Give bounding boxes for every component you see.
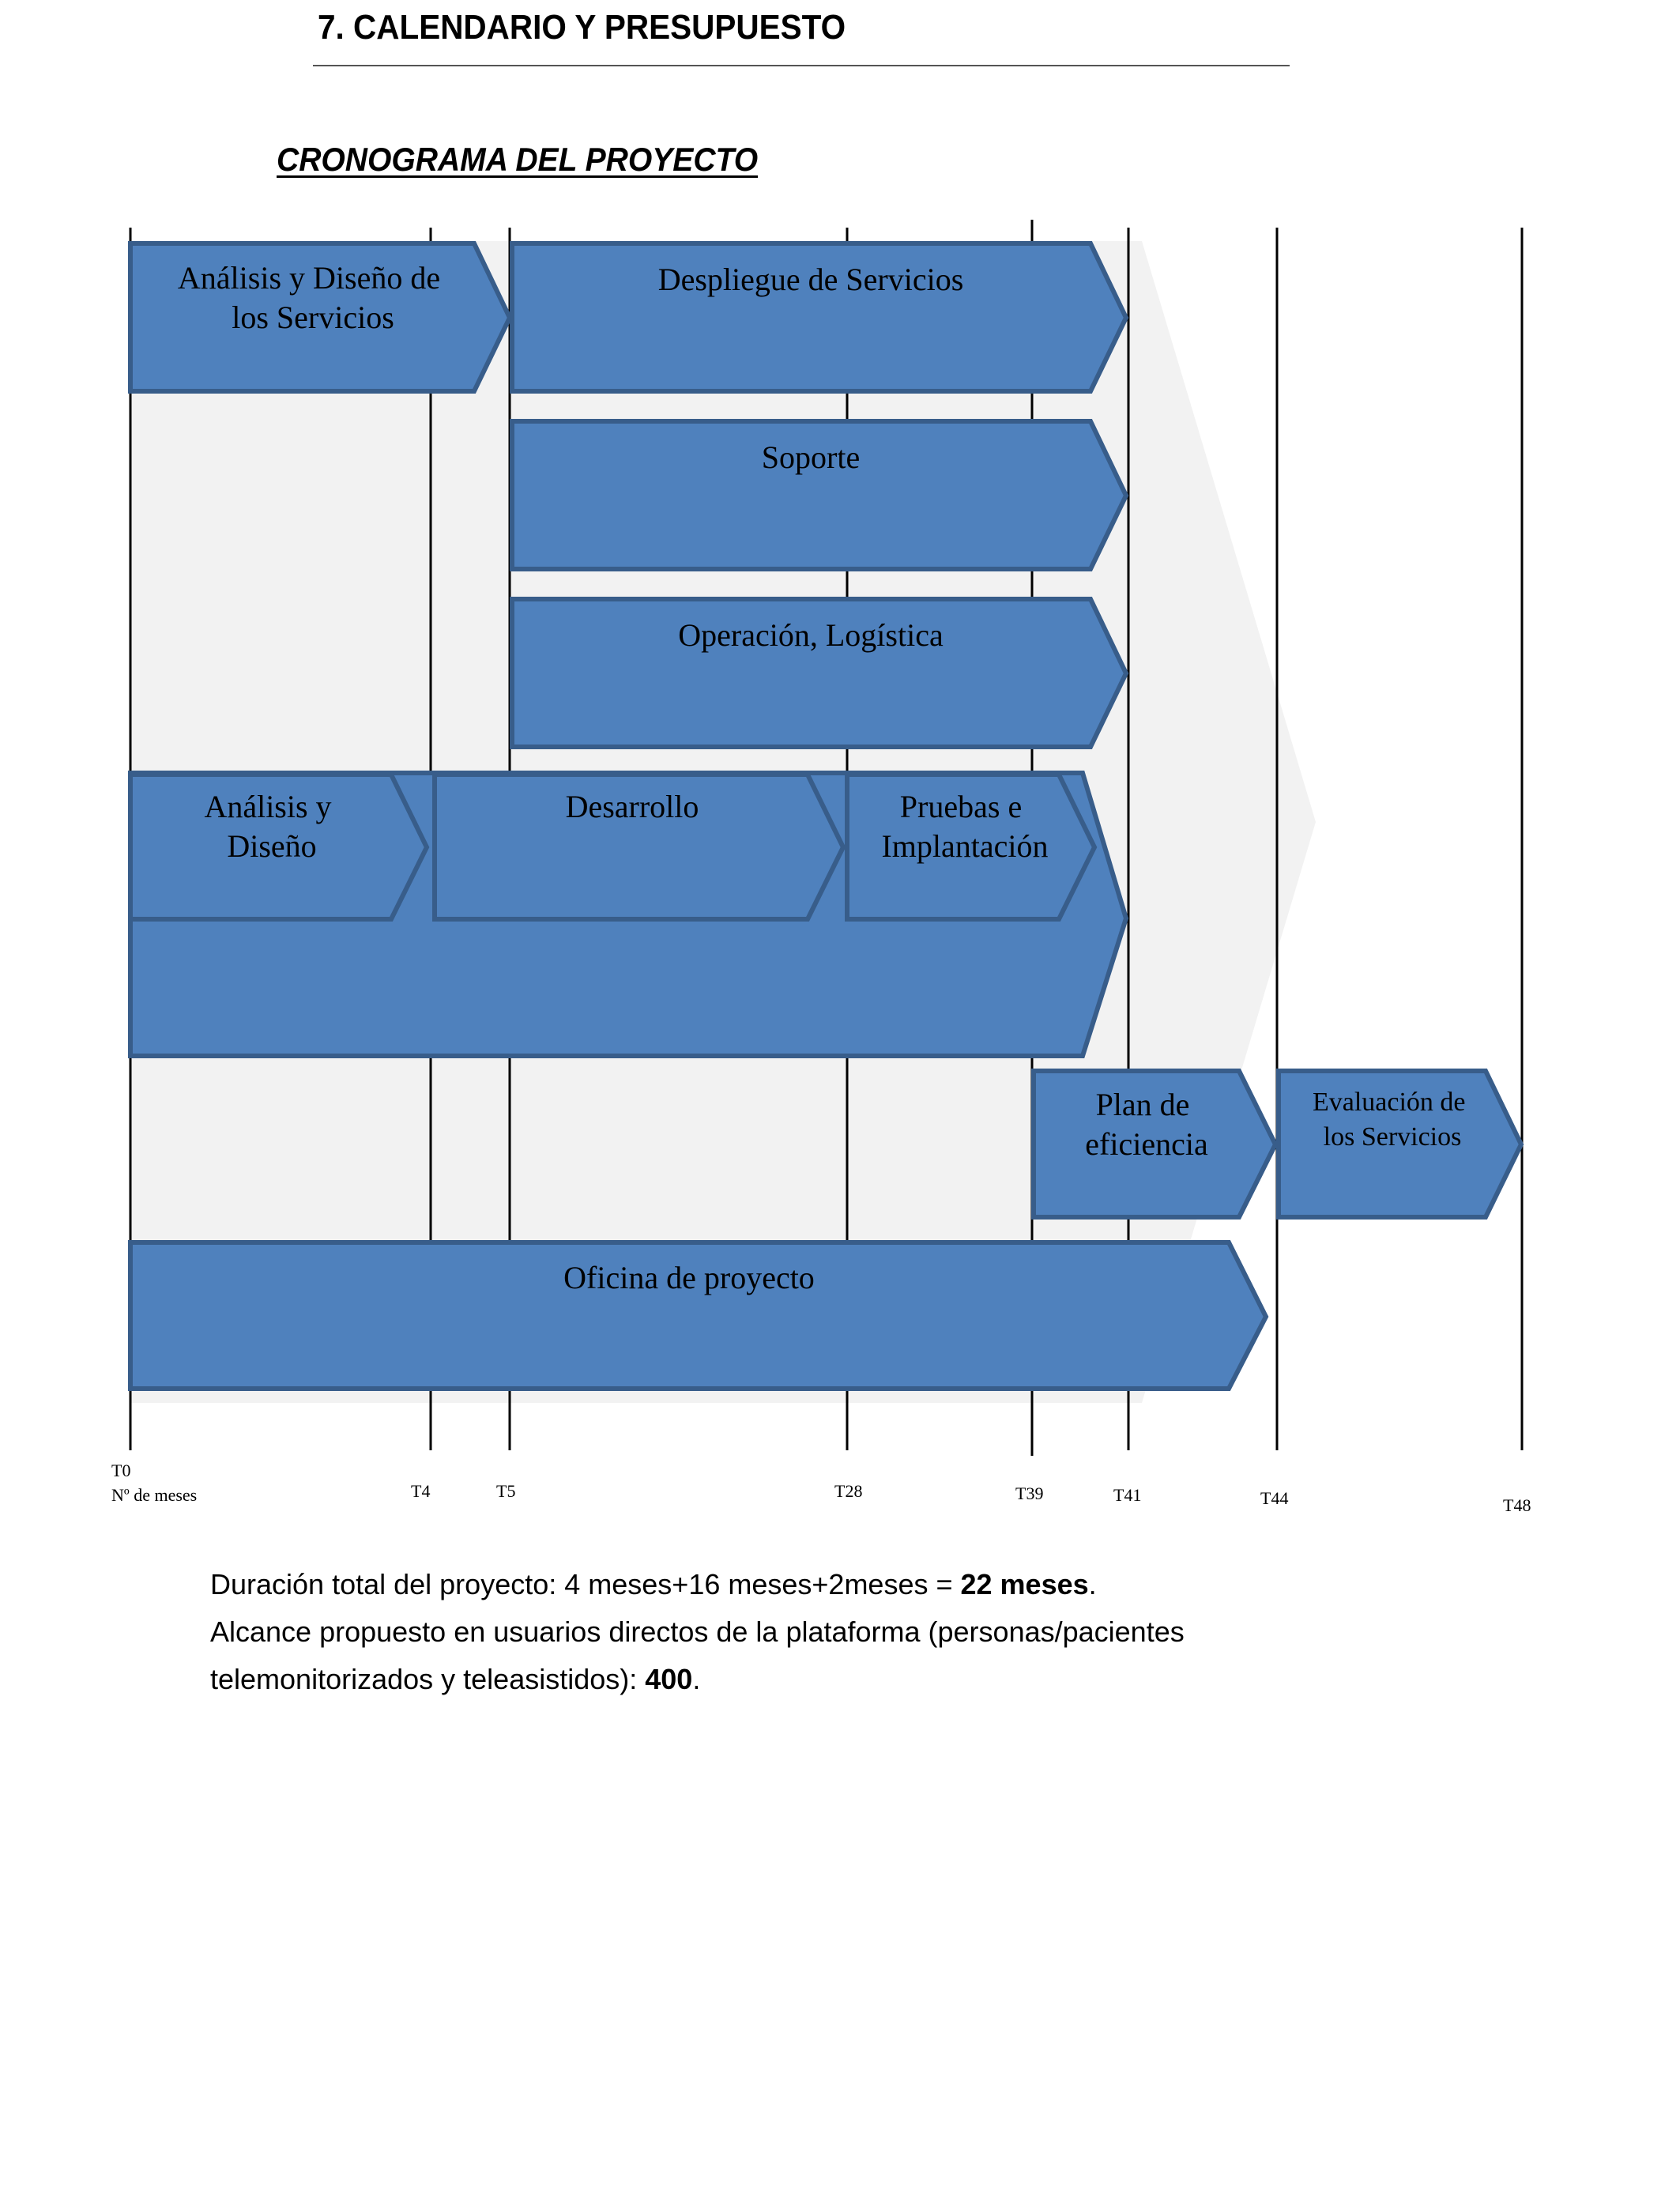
section-title-rule <box>313 65 1290 66</box>
block-despliegue-servicios <box>510 241 1129 394</box>
block-plan-eficiencia <box>1031 1069 1279 1220</box>
milestone-label-t44: T44 <box>1260 1488 1288 1508</box>
scope-line: Alcance propuesto en usuarios directos d… <box>210 1608 1396 1703</box>
duration-suffix: . <box>1088 1568 1097 1600</box>
milestone-label-t28: T28 <box>834 1481 862 1501</box>
label-plan-eficiencia: Plan de eficiencia <box>1085 1087 1208 1162</box>
label-line: Despliegue de Servicios <box>658 262 964 297</box>
scope-prefix: Alcance propuesto en usuarios directos d… <box>210 1615 1185 1695</box>
duration-line: Duración total del proyecto: 4 meses+16 … <box>210 1561 1396 1608</box>
block-soporte <box>510 419 1129 571</box>
milestone-label-t41: T41 <box>1113 1485 1141 1505</box>
duration-prefix: Duración total del proyecto: 4 meses+16 … <box>210 1568 961 1600</box>
label-soporte: Soporte <box>762 439 860 475</box>
label-line: Diseño <box>227 828 316 864</box>
section-title: 7. CALENDARIO Y PRESUPUESTO <box>318 8 846 47</box>
milestone-caption: Nº de meses <box>111 1485 197 1505</box>
label-line: Implantación <box>881 828 1048 864</box>
milestone-label-t39: T39 <box>1015 1483 1043 1503</box>
label-line: Operación, Logística <box>678 617 944 653</box>
project-timeline-diagram: Análisis y Diseño de los Servicios Despl… <box>111 220 1531 1515</box>
label-line: Pruebas e <box>900 789 1022 824</box>
block-oficina-proyecto <box>128 1240 1269 1391</box>
milestone-label-t48: T48 <box>1503 1495 1531 1515</box>
label-line: Soporte <box>762 439 860 475</box>
label-line: eficiencia <box>1085 1126 1208 1162</box>
label-line: Oficina de proyecto <box>563 1260 815 1295</box>
label-analisis-diseno-servicios: Análisis y Diseño de los Servicios <box>178 260 448 335</box>
block-evaluacion-servicios <box>1276 1069 1524 1220</box>
label-operacion-logistica: Operación, Logística <box>678 617 944 653</box>
scope-value: 400 <box>645 1663 693 1695</box>
label-line: Plan de <box>1096 1087 1190 1122</box>
milestone-label-t4: T4 <box>411 1481 430 1501</box>
label-despliegue-servicios: Despliegue de Servicios <box>658 262 964 297</box>
milestone-label-t0: T0 <box>111 1461 130 1480</box>
label-line: Análisis y Diseño de <box>178 260 440 296</box>
label-pruebas-implantacion: Pruebas e Implantación <box>881 789 1048 864</box>
block-operacion-logistica <box>510 597 1129 749</box>
label-oficina-proyecto: Oficina de proyecto <box>563 1260 815 1295</box>
label-line: Desarrollo <box>566 789 699 824</box>
block-analisis-diseno-servicios <box>128 241 513 394</box>
label-line: Evaluación de <box>1313 1088 1466 1117</box>
milestone-label-t5: T5 <box>496 1481 515 1501</box>
chart-subtitle: CRONOGRAMA DEL PROYECTO <box>277 141 759 178</box>
label-line: los Servicios <box>1324 1122 1462 1152</box>
label-desarrollo: Desarrollo <box>566 789 699 824</box>
label-evaluacion-servicios: Evaluación de los Servicios <box>1313 1088 1472 1152</box>
scope-suffix: . <box>692 1663 701 1695</box>
summary-text: Duración total del proyecto: 4 meses+16 … <box>210 1561 1396 1703</box>
block-desarrollo <box>432 772 846 922</box>
block-pruebas-implantacion <box>845 772 1098 922</box>
duration-value: 22 meses <box>960 1568 1089 1600</box>
label-line: los Servicios <box>232 300 394 335</box>
label-line: Análisis y <box>204 789 331 824</box>
label-analisis-diseno: Análisis y Diseño <box>204 789 339 864</box>
block-analisis-diseno <box>128 772 430 922</box>
